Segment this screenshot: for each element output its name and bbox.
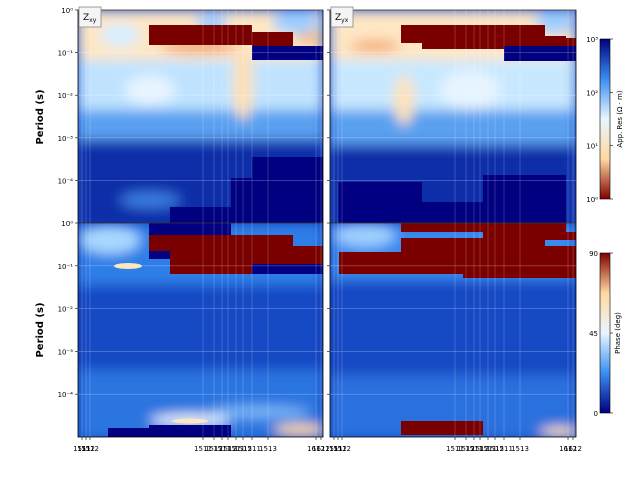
phase-block <box>483 232 576 240</box>
colorbar-tick-label: 10² <box>586 89 598 97</box>
phase-spot <box>172 418 208 424</box>
x-tick-label: 1513 <box>511 445 529 453</box>
resistivity-block <box>504 46 576 61</box>
phase-block <box>149 223 231 235</box>
phase-block <box>463 246 576 278</box>
phase-block <box>149 425 231 437</box>
colorbar-phase-label: Phase (deg) <box>614 312 622 354</box>
x-tick-label: 1512 <box>234 445 252 453</box>
y-tick-label: 10⁻² <box>58 92 74 100</box>
y-tick-label: 10⁰ <box>61 7 73 15</box>
y-tick-label: 10⁻¹ <box>58 50 74 58</box>
colorbar-tick-label: 90 <box>589 250 598 258</box>
x-tick-label: 1511 <box>243 445 261 453</box>
axes-frame <box>77 222 324 438</box>
x-tick-label: 1512 <box>77 445 95 453</box>
x-tick-label: 1512 <box>486 445 504 453</box>
resistivity-block <box>252 46 323 60</box>
y-tick-label: 10⁻⁴ <box>58 391 74 399</box>
panel-title: Zyx <box>335 13 349 24</box>
x-tick-label: 1512 <box>219 445 237 453</box>
x-tick-label: 1612 <box>559 445 577 453</box>
y-axis-label-bottom: Period (s) <box>35 302 46 357</box>
y-axis-label-top: Period (s) <box>35 89 46 144</box>
colorbar-resistivity: 10³ 10² 10¹ 10⁰ App. Res (Ω · m) <box>586 36 624 204</box>
y-tick-label: 10⁰ <box>61 220 73 228</box>
colorbar-res-bar <box>599 38 611 200</box>
phase-block <box>149 251 170 259</box>
resistivity-block <box>483 175 566 223</box>
colorbar-res-label: App. Res (Ω · m) <box>616 90 624 147</box>
x-tick-label: 1512 <box>81 445 99 453</box>
panel-title-box <box>330 6 354 28</box>
resistivity-block <box>252 32 293 46</box>
colorbar-tick-label: 45 <box>589 330 598 338</box>
x-tick-label: 1612 <box>312 445 330 453</box>
phase-block <box>170 264 252 274</box>
colorbar-tick-label: 10¹ <box>586 143 598 151</box>
colorbar-tick-label: 10³ <box>586 36 598 44</box>
x-tick-label: 1511 <box>446 445 464 453</box>
resistivity-block <box>231 178 252 223</box>
x-tick-label: 1612 <box>564 445 582 453</box>
y-tick-label: 10⁻² <box>58 306 74 314</box>
x-tick-label: 1511 <box>495 445 513 453</box>
x-tick-label: 1511 <box>479 445 497 453</box>
x-tick-label: 1512 <box>205 445 223 453</box>
panel-zxy-resistivity: Zxy <box>77 6 324 224</box>
x-tick-label: 1513 <box>259 445 277 453</box>
panel-title-box <box>78 6 102 28</box>
resistivity-block <box>170 207 231 223</box>
colorbar-phase-bar <box>599 252 611 414</box>
x-tick-label: 1512 <box>329 445 347 453</box>
x-tick-label: 1511 <box>227 445 245 453</box>
panel-title: Zxy <box>83 13 97 24</box>
resistivity-block <box>545 38 576 46</box>
resistivity-block <box>422 202 483 223</box>
resistivity-block <box>252 157 323 223</box>
x-tick-label: 1511 <box>194 445 212 453</box>
resistivity-block <box>338 182 422 223</box>
phase-block <box>401 223 566 232</box>
y-tick-label: 10⁻¹ <box>58 263 74 271</box>
gridlines <box>78 9 576 437</box>
x-tick-label: 1511 <box>325 445 343 453</box>
y-tick-label: 10⁻³ <box>58 348 74 356</box>
panel-zyx-phase <box>329 222 577 438</box>
x-tick-label: 1612 <box>307 445 325 453</box>
tick-labels: 10⁻⁴ 10⁻³ 10⁻² 10⁻¹ 10⁰ 10⁻⁴ 10⁻³ 10⁻² 10⁻¹ 10⁰ 15… <box>58 7 582 453</box>
phase-block <box>252 264 323 274</box>
panel-zyx-resistivity: Zyx <box>329 6 577 224</box>
x-tick-label: 1511 <box>465 445 483 453</box>
panel-zxy-phase <box>77 222 324 438</box>
y-tick-label: 10⁻³ <box>58 135 74 143</box>
phase-block <box>108 428 170 437</box>
colorbar-tick-label: 0 <box>594 410 598 418</box>
colorbar-phase: 90 45 0 Phase (deg) <box>589 250 622 418</box>
y-tick-label: 10⁻⁴ <box>58 177 74 185</box>
x-tick-label: 1512 <box>471 445 489 453</box>
resistivity-block <box>149 25 252 45</box>
colorbar-tick-label: 10⁰ <box>586 196 598 204</box>
resistivity-block <box>422 36 566 49</box>
phase-block <box>170 246 323 264</box>
x-tick-label: 1511 <box>73 445 91 453</box>
x-tick-label: 1512 <box>333 445 351 453</box>
x-tick-label: 1512 <box>457 445 475 453</box>
axes-frame <box>329 222 577 438</box>
phase-spot <box>114 263 142 269</box>
phase-block <box>401 421 483 435</box>
x-tick-label: 1511 <box>213 445 231 453</box>
